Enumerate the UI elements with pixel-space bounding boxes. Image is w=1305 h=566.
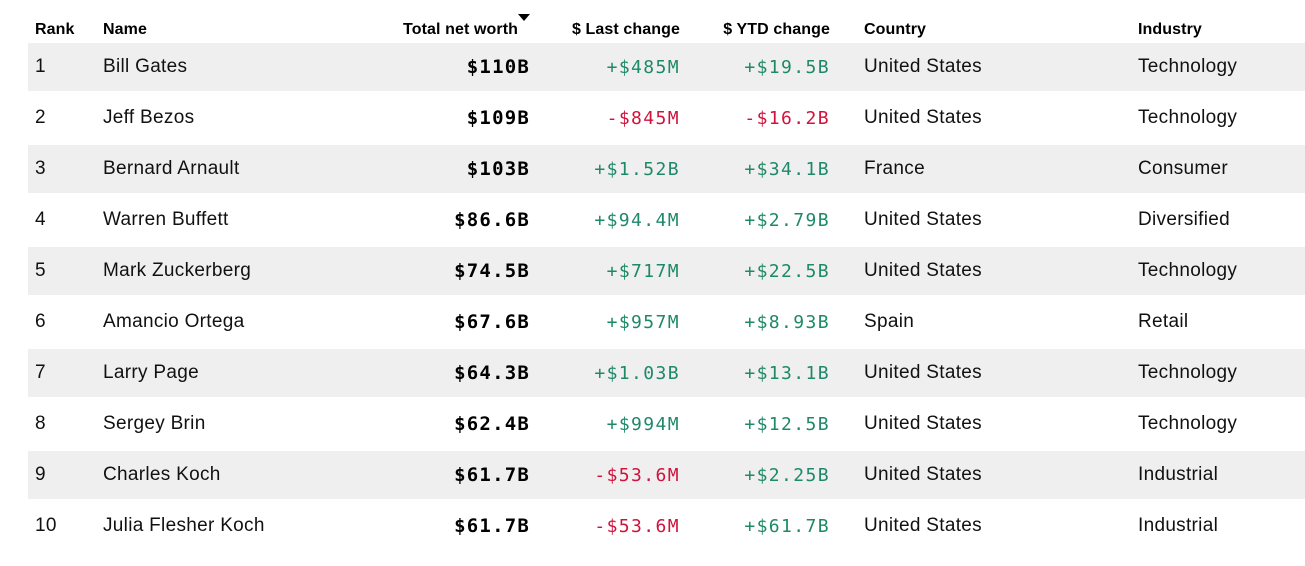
name-cell: Larry Page — [103, 362, 199, 383]
ytd-change-cell: +$22.5B — [744, 260, 830, 282]
last-change-cell: -$53.6M — [594, 515, 680, 537]
column-header-rank[interactable]: Rank — [35, 21, 75, 38]
table-row[interactable]: 1 Bill Gates $110B +$485M +$19.5B United… — [28, 43, 1305, 91]
country-cell: United States — [864, 362, 982, 383]
table-body: 1 Bill Gates $110B +$485M +$19.5B United… — [0, 43, 1305, 550]
last-change-cell: +$485M — [606, 56, 680, 78]
net-worth-cell: $74.5B — [454, 260, 530, 282]
industry-cell: Technology — [1138, 413, 1238, 434]
sort-desc-icon — [518, 14, 530, 38]
ytd-change-cell: -$16.2B — [744, 107, 830, 129]
table-row[interactable]: 7 Larry Page $64.3B +$1.03B +$13.1B Unit… — [28, 349, 1305, 397]
column-header-industry[interactable]: Industry — [1138, 21, 1202, 38]
net-worth-cell: $62.4B — [454, 413, 530, 435]
rank-cell: 2 — [35, 107, 46, 128]
table-row[interactable]: 3 Bernard Arnault $103B +$1.52B +$34.1B … — [28, 145, 1305, 193]
last-change-cell: -$53.6M — [594, 464, 680, 486]
last-change-cell: +$717M — [606, 260, 680, 282]
rank-cell: 10 — [35, 515, 57, 536]
name-cell: Warren Buffett — [103, 209, 229, 230]
name-cell: Bernard Arnault — [103, 158, 240, 179]
table-row[interactable]: 5 Mark Zuckerberg $74.5B +$717M +$22.5B … — [28, 247, 1305, 295]
net-worth-cell: $110B — [466, 56, 530, 78]
last-change-cell: -$845M — [606, 107, 680, 129]
net-worth-cell: $103B — [466, 158, 530, 180]
last-change-cell: +$94.4M — [594, 209, 680, 231]
country-cell: United States — [864, 209, 982, 230]
rank-cell: 1 — [35, 56, 46, 77]
ytd-change-cell: +$61.7B — [744, 515, 830, 537]
name-cell: Amancio Ortega — [103, 311, 245, 332]
net-worth-cell: $86.6B — [454, 209, 530, 231]
industry-cell: Technology — [1138, 56, 1238, 77]
industry-cell: Industrial — [1138, 464, 1219, 485]
country-cell: United States — [864, 413, 982, 434]
table-row[interactable]: 2 Jeff Bezos $109B -$845M -$16.2B United… — [28, 94, 1305, 142]
country-cell: United States — [864, 107, 982, 128]
country-cell: United States — [864, 515, 982, 536]
ytd-change-cell: +$34.1B — [744, 158, 830, 180]
ytd-change-cell: +$13.1B — [744, 362, 830, 384]
industry-cell: Industrial — [1138, 515, 1219, 536]
last-change-cell: +$1.52B — [594, 158, 680, 180]
rank-cell: 5 — [35, 260, 46, 281]
country-cell: United States — [864, 464, 982, 485]
net-worth-cell: $61.7B — [454, 515, 530, 537]
name-cell: Jeff Bezos — [103, 107, 195, 128]
net-worth-cell: $64.3B — [454, 362, 530, 384]
column-header-total-net-worth-label: Total net worth — [403, 21, 518, 38]
name-cell: Sergey Brin — [103, 413, 206, 434]
last-change-cell: +$1.03B — [594, 362, 680, 384]
country-cell: France — [864, 158, 925, 179]
name-cell: Mark Zuckerberg — [103, 260, 252, 281]
table-row[interactable]: 4 Warren Buffett $86.6B +$94.4M +$2.79B … — [28, 196, 1305, 244]
ytd-change-cell: +$2.79B — [744, 209, 830, 231]
industry-cell: Technology — [1138, 107, 1238, 128]
table-row[interactable]: 6 Amancio Ortega $67.6B +$957M +$8.93B S… — [28, 298, 1305, 346]
name-cell: Charles Koch — [103, 464, 221, 485]
ytd-change-cell: +$12.5B — [744, 413, 830, 435]
last-change-cell: +$957M — [606, 311, 680, 333]
column-header-ytd-change[interactable]: $ YTD change — [723, 21, 830, 38]
last-change-cell: +$994M — [606, 413, 680, 435]
rank-cell: 7 — [35, 362, 46, 383]
rank-cell: 4 — [35, 209, 46, 230]
column-header-name[interactable]: Name — [103, 21, 147, 38]
rank-cell: 8 — [35, 413, 46, 434]
table-header: Rank Name Total net worth $ Last change … — [28, 0, 1305, 43]
rank-cell: 6 — [35, 311, 46, 332]
net-worth-cell: $109B — [466, 107, 530, 129]
industry-cell: Retail — [1138, 311, 1189, 332]
industry-cell: Consumer — [1138, 158, 1229, 179]
table-row[interactable]: 10 Julia Flesher Koch $61.7B -$53.6M +$6… — [28, 502, 1305, 550]
table-row[interactable]: 8 Sergey Brin $62.4B +$994M +$12.5B Unit… — [28, 400, 1305, 448]
ytd-change-cell: +$8.93B — [744, 311, 830, 333]
column-header-last-change[interactable]: $ Last change — [571, 21, 680, 38]
column-header-country[interactable]: Country — [864, 21, 927, 38]
industry-cell: Technology — [1138, 260, 1238, 281]
industry-cell: Technology — [1138, 362, 1238, 383]
ytd-change-cell: +$2.25B — [744, 464, 830, 486]
rank-cell: 3 — [35, 158, 46, 179]
net-worth-cell: $67.6B — [454, 311, 530, 333]
ytd-change-cell: +$19.5B — [744, 56, 830, 78]
column-header-total-net-worth[interactable]: Total net worth — [400, 14, 530, 39]
net-worth-cell: $61.7B — [454, 464, 530, 486]
table-row[interactable]: 9 Charles Koch $61.7B -$53.6M +$2.25B Un… — [28, 451, 1305, 499]
country-cell: United States — [864, 260, 982, 281]
rank-cell: 9 — [35, 464, 46, 485]
name-cell: Julia Flesher Koch — [103, 515, 265, 536]
industry-cell: Diversified — [1138, 209, 1230, 230]
name-cell: Bill Gates — [103, 56, 188, 77]
country-cell: United States — [864, 56, 982, 77]
country-cell: Spain — [864, 311, 915, 332]
